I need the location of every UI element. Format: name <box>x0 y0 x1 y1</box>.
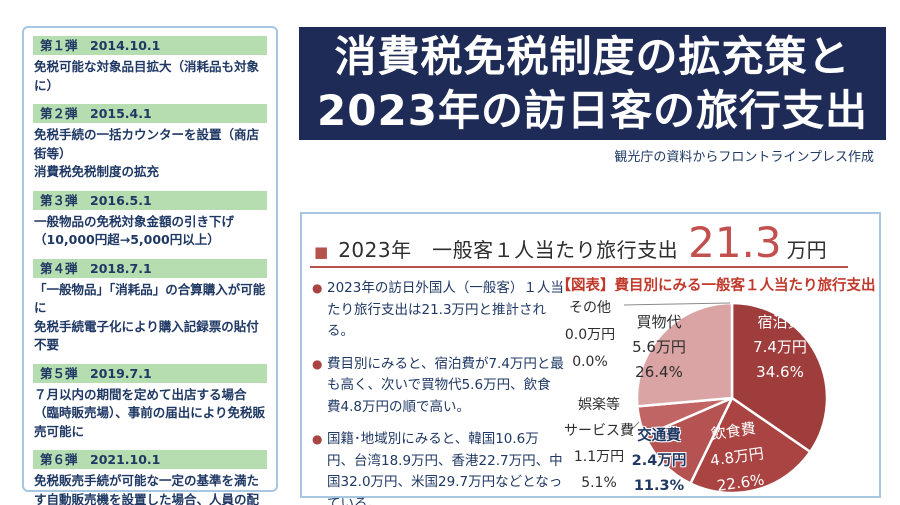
timeline-item-header: 第２弾 2015.4.1 <box>33 104 267 123</box>
leader-line-gakuraku <box>625 421 640 436</box>
slice-name: その他 <box>569 300 611 316</box>
attribution: 観光庁の資料からフロントラインプレス作成 <box>614 150 874 165</box>
bullet-dot-icon: ● <box>312 281 323 295</box>
pie-label-kaimono: 買物代 5.6万円 26.4% <box>617 310 701 385</box>
title-banner: 消費税免税制度の拡充策と 2023年の訪日客の旅行支出 <box>299 27 886 140</box>
timeline-item: 第４弾 2018.7.1 「一般物品」「消耗品」の合算購入が可能に 免税手続電子… <box>33 258 267 355</box>
pie-label-kotsu: 交通費 2.4万円 11.3% <box>619 424 699 499</box>
square-bullet-icon: ■ <box>314 243 329 261</box>
slice-amount: 7.4万円 <box>753 338 807 356</box>
timeline-item: 第５弾 2019.7.1 ７月以内の期間を定めて出店する場合（臨時販売場）、事前… <box>33 363 267 442</box>
slice-percent: 0.0% <box>572 354 608 370</box>
spending-total-value: 21.3 <box>688 218 782 267</box>
bullet-dot-icon: ● <box>312 432 323 446</box>
bullet-text: 国籍･地域別にみると、韓国10.6万円、台湾18.9万円、香港22.7万円、中国… <box>327 431 563 505</box>
timeline-item: 第２弾 2015.4.1 免税手続の一括カウンターを設置（商店街等） 消費税免税… <box>33 104 267 182</box>
slice-name: 娯楽等 <box>578 397 620 413</box>
bullet-list: ● 2023年の訪日外国人（一般客）１人当たり旅行支出は21.3万円と推計される… <box>312 278 564 505</box>
slice-percent: 34.6% <box>756 363 804 381</box>
bullet-item: ● 国籍･地域別にみると、韓国10.6万円、台湾18.9万円、香港22.7万円、… <box>312 429 564 505</box>
timeline-item-body: 免税販売手続が可能な一定の基準を満たす自動販売機を設置した場合、人員の配置を不要… <box>34 473 260 505</box>
spending-panel: ■ 2023年 一般客１人当たり旅行支出 21.3 万円 【図表】費目別にみる一… <box>300 212 881 505</box>
slice-name: 交通費 <box>637 428 681 444</box>
pie-label-inshoku: 飲食費 4.8万円 22.6% <box>690 413 784 502</box>
timeline-item-body: 免税手続の一括カウンターを設置（商店街等） 消費税免税制度の拡充 <box>34 127 260 179</box>
timeline-item-body: 「一般物品」「消耗品」の合算購入が可能に 免税手続電子化により購入記録票の貼付不… <box>34 281 266 353</box>
timeline-item-header: 第６弾 2021.10.1 <box>33 450 267 469</box>
pie-label-sonota: その他 0.0万円 0.0% <box>555 295 625 376</box>
pie-label-gakuraku: 娯楽等 サービス費 1.1万円 5.1% <box>553 392 645 496</box>
title-line-2: 2023年の訪日客の旅行支出 <box>317 86 868 135</box>
timeline-item-body: 一般物品の免税対象金額の引き下げ （10,000円超→5,000円以上） <box>34 213 235 248</box>
timeline-item-body: ７月以内の期間を定めて出店する場合（臨時販売場）、事前の届出により免税販売可能に <box>34 386 266 439</box>
timeline-item: 第６弾 2021.10.1 免税販売手続が可能な一定の基準を満たす自動販売機を設… <box>33 450 267 505</box>
bullet-text: 費目別にみると、宿泊費が7.4万円と最も高く、次いで買物代5.6万円、飲食費4.… <box>327 355 564 415</box>
pie-slice-1 <box>689 396 812 495</box>
timeline-item-header: 第５弾 2019.7.1 <box>33 363 267 383</box>
slice-amount: 2.4万円 <box>631 453 687 469</box>
slice-amount: 5.6万円 <box>632 338 686 356</box>
timeline-panel: 第１弾 2014.10.1 免税可能な対象品目拡大（消耗品も対象に） 第２弾 2… <box>22 26 278 505</box>
timeline-item-header: 第４弾 2018.7.1 <box>33 258 267 278</box>
slice-percent: 11.3% <box>633 478 685 494</box>
title-line-1: 消費税免税制度の拡充策と <box>334 32 851 81</box>
bullet-item: ● 2023年の訪日外国人（一般客）１人当たり旅行支出は21.3万円と推計される… <box>312 278 564 343</box>
pie-label-shukuhaku: 宿泊費 7.4万円 34.6% <box>738 310 822 385</box>
slice-name: 買物代 <box>636 313 682 331</box>
spending-total-unit: 万円 <box>786 238 827 262</box>
slice-name: サービス費 <box>564 423 634 439</box>
panel-heading: ■ 2023年 一般客１人当たり旅行支出 21.3 万円 <box>314 222 827 264</box>
slice-amount: 1.1万円 <box>573 449 625 465</box>
timeline-item: 第３弾 2016.5.1 一般物品の免税対象金額の引き下げ （10,000円超→… <box>33 190 267 250</box>
slice-percent: 5.1% <box>581 475 617 491</box>
bullet-text: 2023年の訪日外国人（一般客）１人当たり旅行支出は21.3万円と推計される。 <box>327 280 564 339</box>
pie-slice-2 <box>643 396 734 485</box>
pie-slice-0 <box>730 301 829 454</box>
figure-title: 【図表】費目別にみる一般客１人当たり旅行支出 <box>556 278 876 294</box>
slice-name: 宿泊費 <box>757 313 803 331</box>
timeline-item: 第１弾 2014.10.1 免税可能な対象品目拡大（消耗品も対象に） <box>33 36 267 95</box>
bullet-item: ● 費目別にみると、宿泊費が7.4万円と最も高く、次いで買物代5.6万円、飲食費… <box>312 354 564 419</box>
timeline-item-header: 第３弾 2016.5.1 <box>33 190 267 210</box>
panel-heading-text: 2023年 一般客１人当たり旅行支出 <box>338 238 679 262</box>
heading-divider <box>310 266 848 268</box>
pie-chart <box>623 301 829 495</box>
timeline-item-header: 第１弾 2014.10.1 <box>33 36 267 55</box>
pie-slice-4 <box>635 301 734 408</box>
timeline-item-body: 免税可能な対象品目拡大（消耗品も対象に） <box>34 59 260 93</box>
slice-percent: 26.4% <box>635 363 683 381</box>
bullet-dot-icon: ● <box>312 356 323 371</box>
leader-line-sonota <box>623 302 731 306</box>
slice-amount: 0.0万円 <box>564 327 616 343</box>
